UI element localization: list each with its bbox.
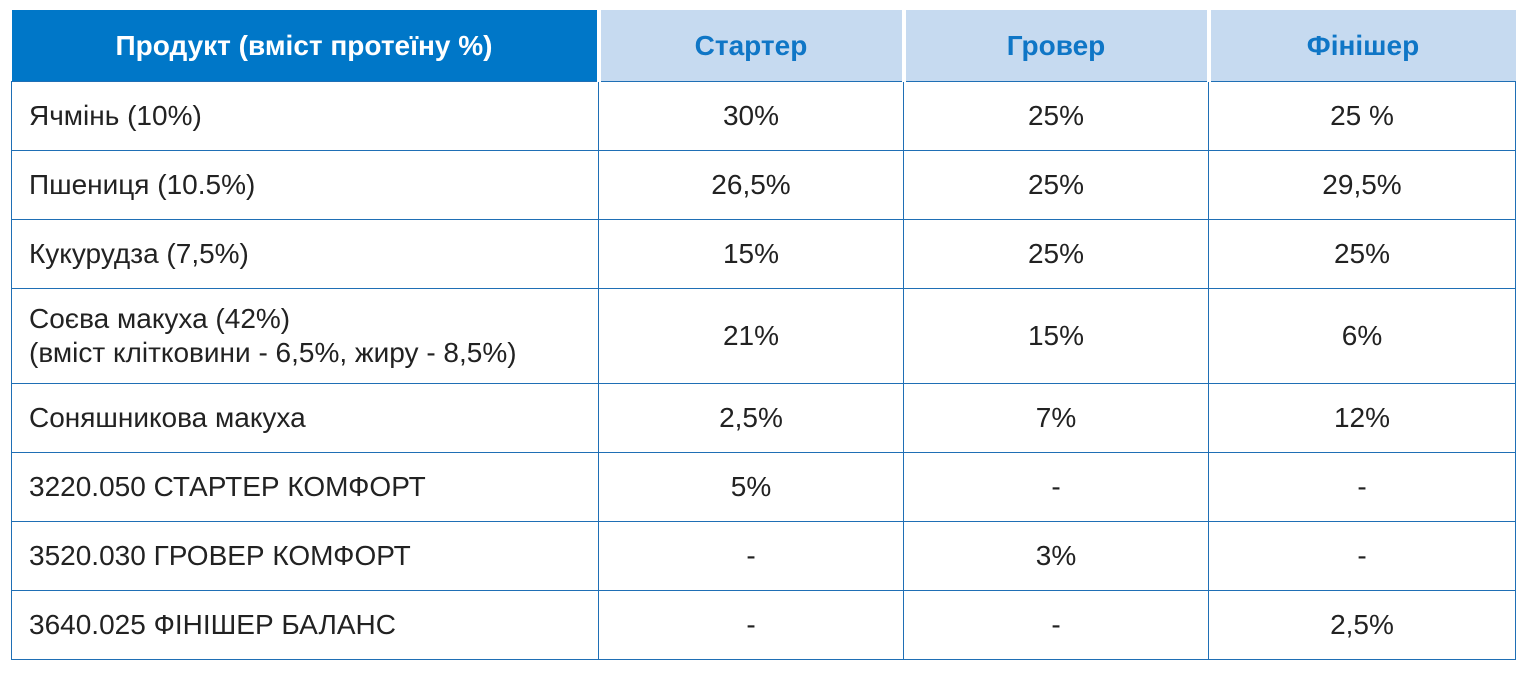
- product-cell: Кукурудза (7,5%): [11, 219, 599, 289]
- table-row: Кукурудза (7,5%) 15% 25% 25%: [11, 219, 1516, 289]
- product-note: (вміст клітковини - 6,5%, жиру - 8,5%): [29, 337, 517, 368]
- finisher-cell: 12%: [1208, 383, 1516, 453]
- starter-cell: 5%: [598, 452, 904, 522]
- starter-cell: 26,5%: [598, 150, 904, 220]
- finisher-cell: 29,5%: [1208, 150, 1516, 220]
- finisher-cell: 25 %: [1208, 81, 1516, 151]
- grower-cell: 25%: [903, 219, 1209, 289]
- header-product: Продукт (вміст протеїну %): [11, 10, 599, 82]
- starter-cell: -: [598, 590, 904, 660]
- table-row: Соєва макуха (42%) (вміст клітковини - 6…: [11, 288, 1516, 384]
- finisher-cell: 2,5%: [1208, 590, 1516, 660]
- grower-cell: 25%: [903, 81, 1209, 151]
- table-row: 3640.025 ФІНІШЕР БАЛАНС - - 2,5%: [11, 590, 1516, 660]
- product-cell: 3520.030 ГРОВЕР КОМФОРТ: [11, 521, 599, 591]
- starter-cell: 2,5%: [598, 383, 904, 453]
- grower-cell: 3%: [903, 521, 1209, 591]
- product-cell: Пшениця (10.5%): [11, 150, 599, 220]
- table-row: 3520.030 ГРОВЕР КОМФОРТ - 3% -: [11, 521, 1516, 591]
- finisher-cell: -: [1208, 521, 1516, 591]
- grower-cell: -: [903, 590, 1209, 660]
- product-cell: Соняшникова макуха: [11, 383, 599, 453]
- grower-cell: -: [903, 452, 1209, 522]
- header-row: Продукт (вміст протеїну %) Стартер Грове…: [11, 10, 1516, 82]
- table-row: Пшениця (10.5%) 26,5% 25% 29,5%: [11, 150, 1516, 220]
- finisher-cell: -: [1208, 452, 1516, 522]
- finisher-cell: 6%: [1208, 288, 1516, 384]
- starter-cell: 30%: [598, 81, 904, 151]
- product-cell: 3220.050 СТАРТЕР КОМФОРТ: [11, 452, 599, 522]
- product-name: Соєва макуха (42%): [29, 303, 291, 334]
- grower-cell: 25%: [903, 150, 1209, 220]
- starter-cell: 21%: [598, 288, 904, 384]
- header-grower: Гровер: [901, 10, 1209, 82]
- product-cell: Ячмінь (10%): [11, 81, 599, 151]
- starter-cell: 15%: [598, 219, 904, 289]
- product-cell: Соєва макуха (42%) (вміст клітковини - 6…: [11, 288, 599, 384]
- grower-cell: 7%: [903, 383, 1209, 453]
- header-starter: Стартер: [596, 10, 904, 82]
- product-cell: 3640.025 ФІНІШЕР БАЛАНС: [11, 590, 599, 660]
- table-row: 3220.050 СТАРТЕР КОМФОРТ 5% - -: [11, 452, 1516, 522]
- table-row: Соняшникова макуха 2,5% 7% 12%: [11, 383, 1516, 453]
- feed-ration-table: Продукт (вміст протеїну %) Стартер Грове…: [11, 10, 1516, 660]
- grower-cell: 15%: [903, 288, 1209, 384]
- finisher-cell: 25%: [1208, 219, 1516, 289]
- starter-cell: -: [598, 521, 904, 591]
- table-row: Ячмінь (10%) 30% 25% 25 %: [11, 81, 1516, 151]
- header-finisher: Фінішер: [1206, 10, 1516, 82]
